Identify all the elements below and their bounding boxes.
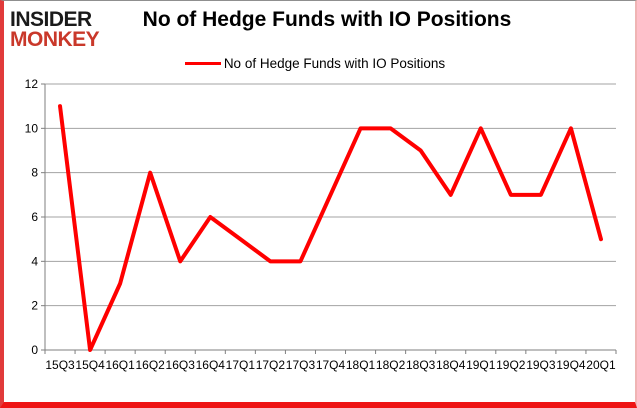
y-tick-label: 4 [31,254,38,268]
x-tick-label: 19Q3 [526,358,556,372]
x-tick-label: 16Q2 [136,358,166,372]
series-line [58,104,603,352]
y-tick-label: 8 [31,166,38,180]
x-tick-label: 18Q2 [376,358,406,372]
x-tick-label: 19Q2 [496,358,526,372]
chart-title: No of Hedge Funds with IO Positions [142,8,512,31]
x-tick-label: 17Q3 [286,358,316,372]
x-tick-label: 18Q1 [346,358,376,372]
logo-line1: INSIDER [10,8,92,31]
y-tick-label: 10 [25,121,39,135]
x-tick-label: 16Q4 [196,358,226,372]
y-tick-label: 6 [31,210,38,224]
y-tick-label: 2 [31,299,38,313]
x-tick-label: 19Q1 [466,358,496,372]
x-tick-label: 16Q3 [166,358,196,372]
x-tick-label: 15Q3 [45,358,75,372]
x-tick-label: 19Q4 [556,358,586,372]
y-tick-label: 12 [25,77,39,91]
legend-line-swatch [184,62,221,65]
x-tick-label: 17Q4 [316,358,346,372]
x-tick-label: 17Q1 [226,358,256,372]
chart-legend: No of Hedge Funds with IO Positions [0,56,630,71]
insider-monkey-logo: INSIDER MONKEY [10,8,100,51]
logo-line2: MONKEY [10,28,100,51]
x-tick-label: 18Q4 [436,358,466,372]
x-tick-label: 16Q1 [105,358,135,372]
x-tick-label: 15Q4 [75,358,105,372]
y-tick-label: 0 [31,343,38,357]
x-tick-label: 18Q3 [406,358,436,372]
x-tick-label: 20Q1 [586,358,616,372]
legend-label: No of Hedge Funds with IO Positions [223,56,446,71]
x-tick-label: 17Q2 [256,358,286,372]
